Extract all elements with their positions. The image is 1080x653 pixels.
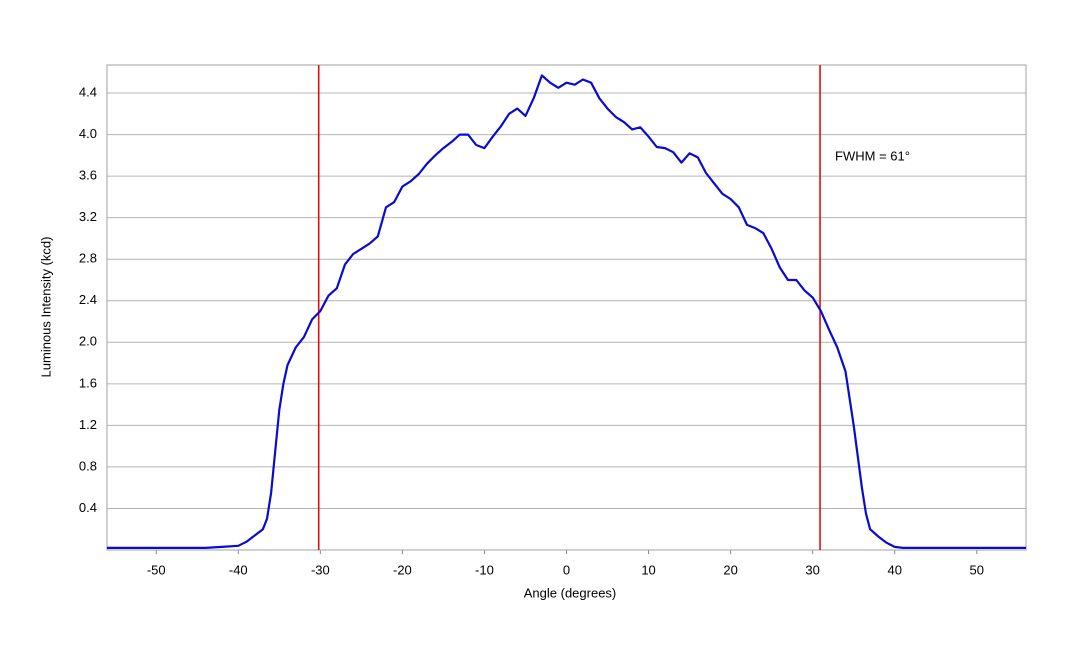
y-tick-label: 2.4	[79, 292, 97, 307]
x-tick-label: 20	[723, 562, 737, 577]
x-axis-label: Angle (degrees)	[524, 585, 617, 600]
y-tick-label: 0.4	[79, 500, 97, 515]
y-tick-label: 4.4	[79, 84, 97, 99]
data-line	[107, 74, 1026, 549]
y-tick-label: 2.8	[79, 251, 97, 266]
x-tick-label: 50	[970, 562, 984, 577]
plot-border	[106, 64, 1027, 551]
y-tick-label: 3.6	[79, 168, 97, 183]
x-tick-label: -30	[311, 562, 330, 577]
x-tick-label: 0	[563, 562, 570, 577]
y-axis-label: Luminous Intensity (kcd)	[38, 237, 53, 378]
y-tick-label: 1.2	[79, 417, 97, 432]
x-tick-label: 30	[805, 562, 819, 577]
x-tick-label: -10	[475, 562, 494, 577]
x-tick-label: 10	[641, 562, 655, 577]
y-tick-label: 0.8	[79, 458, 97, 473]
x-tick-label: 40	[887, 562, 901, 577]
y-tick-label: 1.6	[79, 375, 97, 390]
y-tick-label: 4.0	[79, 126, 97, 141]
x-tick-label: -20	[393, 562, 412, 577]
y-tick-label: 2.0	[79, 334, 97, 349]
y-tick-label: 3.2	[79, 209, 97, 224]
x-tick-label: -50	[147, 562, 166, 577]
x-tick-label: -40	[229, 562, 248, 577]
annotation: FWHM = 61°	[835, 148, 910, 163]
